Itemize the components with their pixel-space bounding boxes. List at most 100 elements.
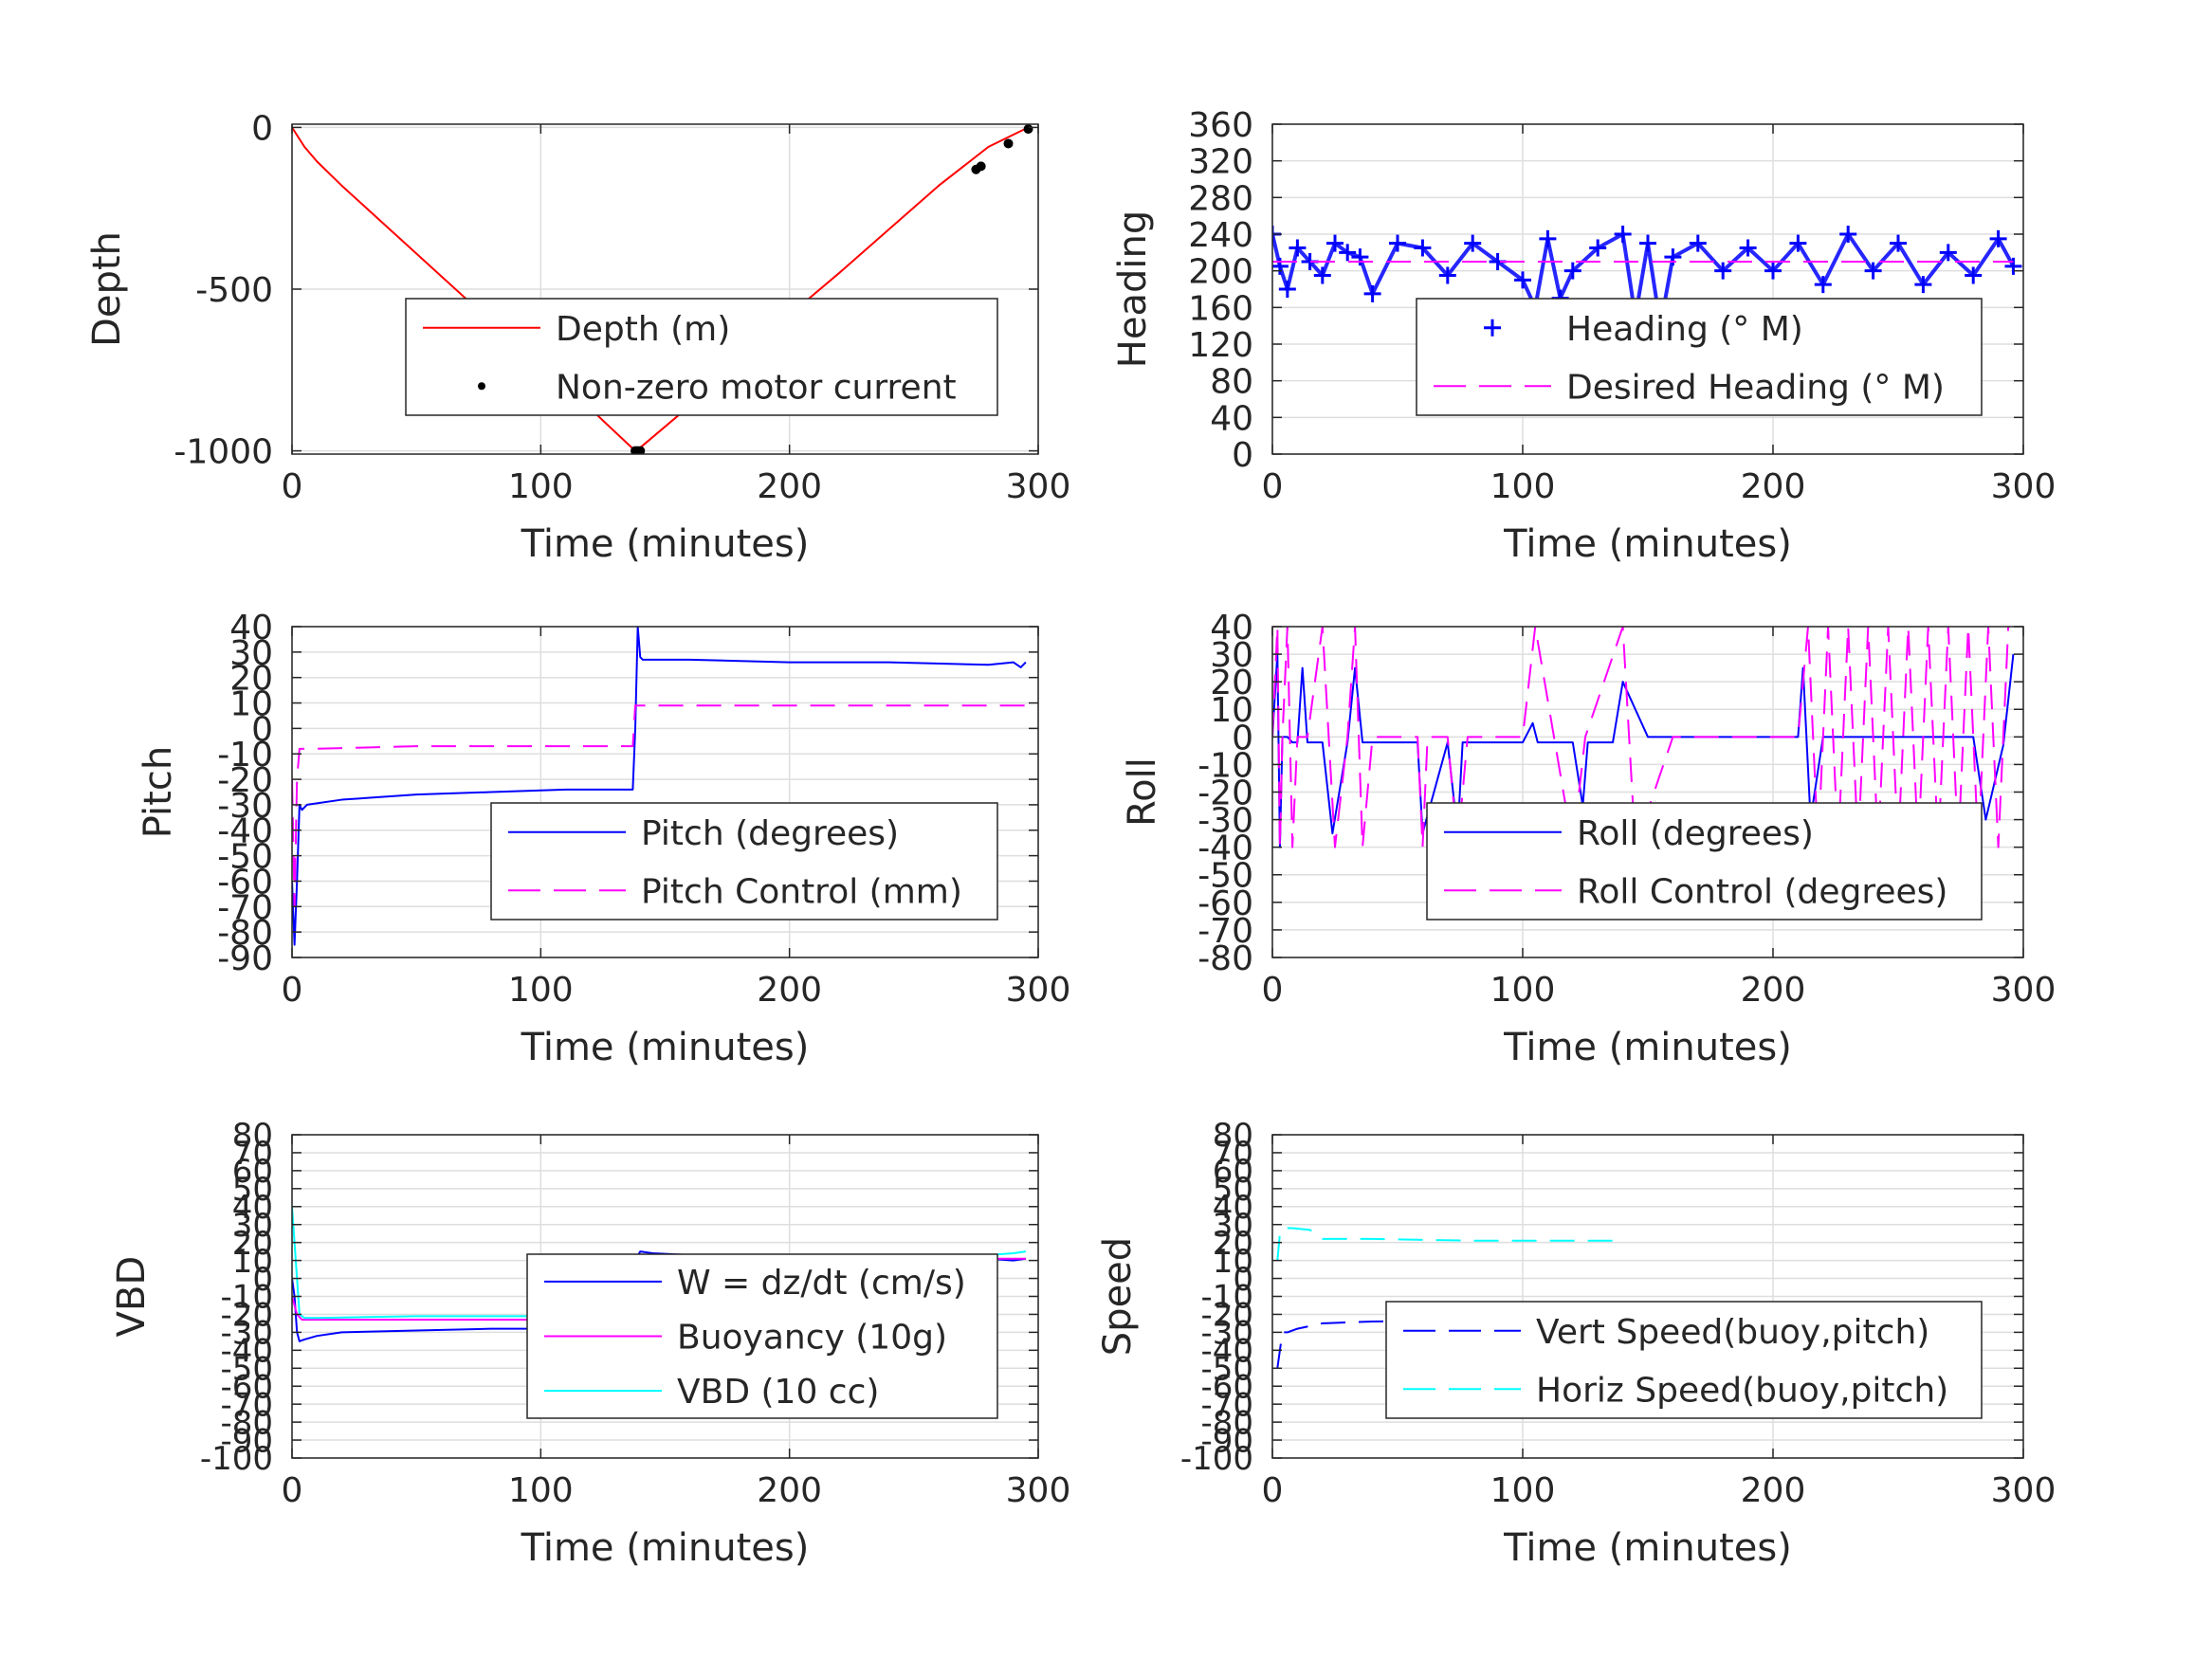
chart-heading: 0 100 200 30004080120160200240280320360Time… (1111, 106, 2056, 566)
x-tick-label: 0 (1262, 467, 1284, 506)
legend-label: Vert Speed(buoy,pitch) (1536, 1313, 1929, 1352)
y-tick-label: 0 (1232, 436, 1253, 475)
y-tick-label: 30 (1210, 636, 1253, 675)
y-tick-label: 280 (1188, 179, 1253, 218)
y-tick-label: -80 (1200, 1404, 1253, 1442)
y-tick-label: 20 (1213, 1225, 1253, 1263)
y-tick-label: 60 (1213, 1153, 1253, 1191)
y-tick-label: -20 (1200, 1297, 1253, 1335)
y-tick-label: -1000 (174, 433, 273, 472)
data-point (976, 161, 986, 172)
legend-label: Pitch Control (mm) (641, 872, 962, 911)
y-tick-label: -30 (1197, 802, 1253, 841)
y-tick-label: -90 (1200, 1422, 1253, 1460)
series-pitch-degrees (292, 627, 1027, 946)
y-tick-label: -60 (1200, 1368, 1253, 1406)
y-tick-label: 20 (1210, 664, 1253, 702)
y-tick-label: -70 (1200, 1386, 1253, 1424)
y-tick-label: -70 (220, 1386, 273, 1424)
y-tick-label: 30 (1213, 1207, 1253, 1245)
x-tick-label: 200 (757, 467, 822, 506)
chart-speed: 0 100 200 300-100-90-80-70-60-50-40-30-20-1… (1096, 1117, 2056, 1570)
y-tick-label: -40 (1197, 830, 1253, 868)
x-axis-label: Time (minutes) (521, 1026, 810, 1069)
y-tick-label: -60 (217, 863, 273, 902)
y-tick-label: 200 (1188, 253, 1253, 292)
y-axis-label: Speed (1096, 1237, 1140, 1356)
x-tick-label: 300 (1006, 1471, 1071, 1510)
legend: W = dz/dt (cm/s) Buoyancy (10g) VBD (10 cc… (526, 1253, 998, 1419)
x-tick-label: 200 (1741, 467, 1806, 506)
y-tick-label: -80 (220, 1404, 273, 1442)
y-tick-label: -10 (1197, 746, 1253, 785)
y-tick-label: 0 (251, 109, 273, 148)
x-tick-label: 100 (508, 1471, 574, 1510)
x-tick-label: 0 (282, 971, 303, 1010)
legend-label: Roll (degrees) (1577, 814, 1814, 853)
x-tick-label: 300 (1991, 467, 2057, 506)
x-tick-label: 100 (508, 467, 574, 506)
x-tick-label: 0 (282, 1471, 303, 1510)
series-roll-degrees (1272, 653, 2015, 848)
y-tick-label: -100 (1180, 1440, 1253, 1478)
chart-pitch: 0 100 200 300-90-80-70-60-50-40-30-20-10010… (137, 609, 1070, 1069)
axes-box (1271, 123, 2024, 455)
y-tick-label: 40 (229, 609, 273, 647)
chart-vbd: 0 100 200 300-100-90-80-70-60-50-40-30-20-1… (110, 1117, 1070, 1570)
y-tick-label: -90 (220, 1422, 273, 1460)
x-tick-label: 200 (1741, 971, 1806, 1010)
legend-label: Non-zero motor current (556, 368, 957, 407)
legend: Depth (m) Non-zero motor current (405, 298, 998, 416)
series-non-zero-motor-current (631, 124, 1033, 454)
legend: Heading (° M) Desired Heading (° M) (1416, 298, 1983, 416)
y-tick-label: 70 (1213, 1135, 1253, 1173)
legend-label: Buoyancy (10g) (677, 1319, 947, 1358)
y-tick-label: 240 (1188, 216, 1253, 255)
y-tick-label: 320 (1188, 143, 1253, 182)
y-tick-label: -30 (220, 1315, 273, 1353)
y-tick-label: 10 (1210, 691, 1253, 730)
y-tick-label: -50 (217, 838, 273, 877)
y-tick-label: 50 (1213, 1171, 1253, 1209)
legend-box (405, 298, 998, 416)
y-axis-label: VBD (110, 1256, 154, 1338)
data-layer (292, 124, 1033, 454)
legend: Roll (degrees) Roll Control (degrees) (1426, 802, 1983, 921)
x-tick-label: 200 (757, 971, 822, 1010)
y-tick-label: 120 (1188, 326, 1253, 365)
legend-marker (1484, 319, 1501, 337)
x-tick-label: 0 (1262, 971, 1284, 1010)
x-tick-label: 200 (1741, 1471, 1806, 1510)
data-point (1003, 138, 1014, 149)
series-horiz-speed-buoy-pitch (1276, 1227, 1616, 1261)
x-tick-label: 300 (1991, 1471, 2057, 1510)
y-tick-label: 30 (229, 634, 273, 673)
y-tick-label: 360 (1188, 106, 1253, 145)
y-tick-label: -20 (217, 761, 273, 800)
legend-label: Roll Control (degrees) (1577, 872, 1947, 911)
x-tick-label: 300 (1991, 971, 2057, 1010)
y-tick-label: -60 (1197, 884, 1253, 923)
y-tick-label: -50 (1200, 1351, 1253, 1389)
y-tick-label: 0 (252, 1261, 273, 1299)
y-axis-label: Heading (1111, 210, 1155, 368)
series-roll-control-degrees (1272, 627, 2010, 848)
y-axis-label: Depth (85, 231, 129, 347)
y-tick-label: -40 (220, 1333, 273, 1371)
y-tick-label: -80 (217, 914, 273, 953)
chart-roll: 0 100 200 300-80-70-60-50-40-30-20-10010203… (1121, 609, 2056, 1069)
y-tick-label: 80 (232, 1117, 273, 1155)
x-tick-label: 300 (1006, 971, 1071, 1010)
y-tick-label: 40 (232, 1189, 273, 1227)
y-tick-label: 20 (229, 660, 273, 699)
x-tick-label: 200 (757, 1471, 822, 1510)
data-layer (1272, 627, 2015, 848)
y-tick-label: 80 (1213, 1117, 1253, 1155)
y-axis-label: Pitch (137, 746, 180, 838)
x-axis-label: Time (minutes) (1503, 522, 1792, 566)
x-tick-label: 300 (1006, 467, 1071, 506)
y-tick-label: -60 (220, 1368, 273, 1406)
x-tick-label: 100 (508, 971, 574, 1010)
y-tick-label: 50 (232, 1171, 273, 1209)
